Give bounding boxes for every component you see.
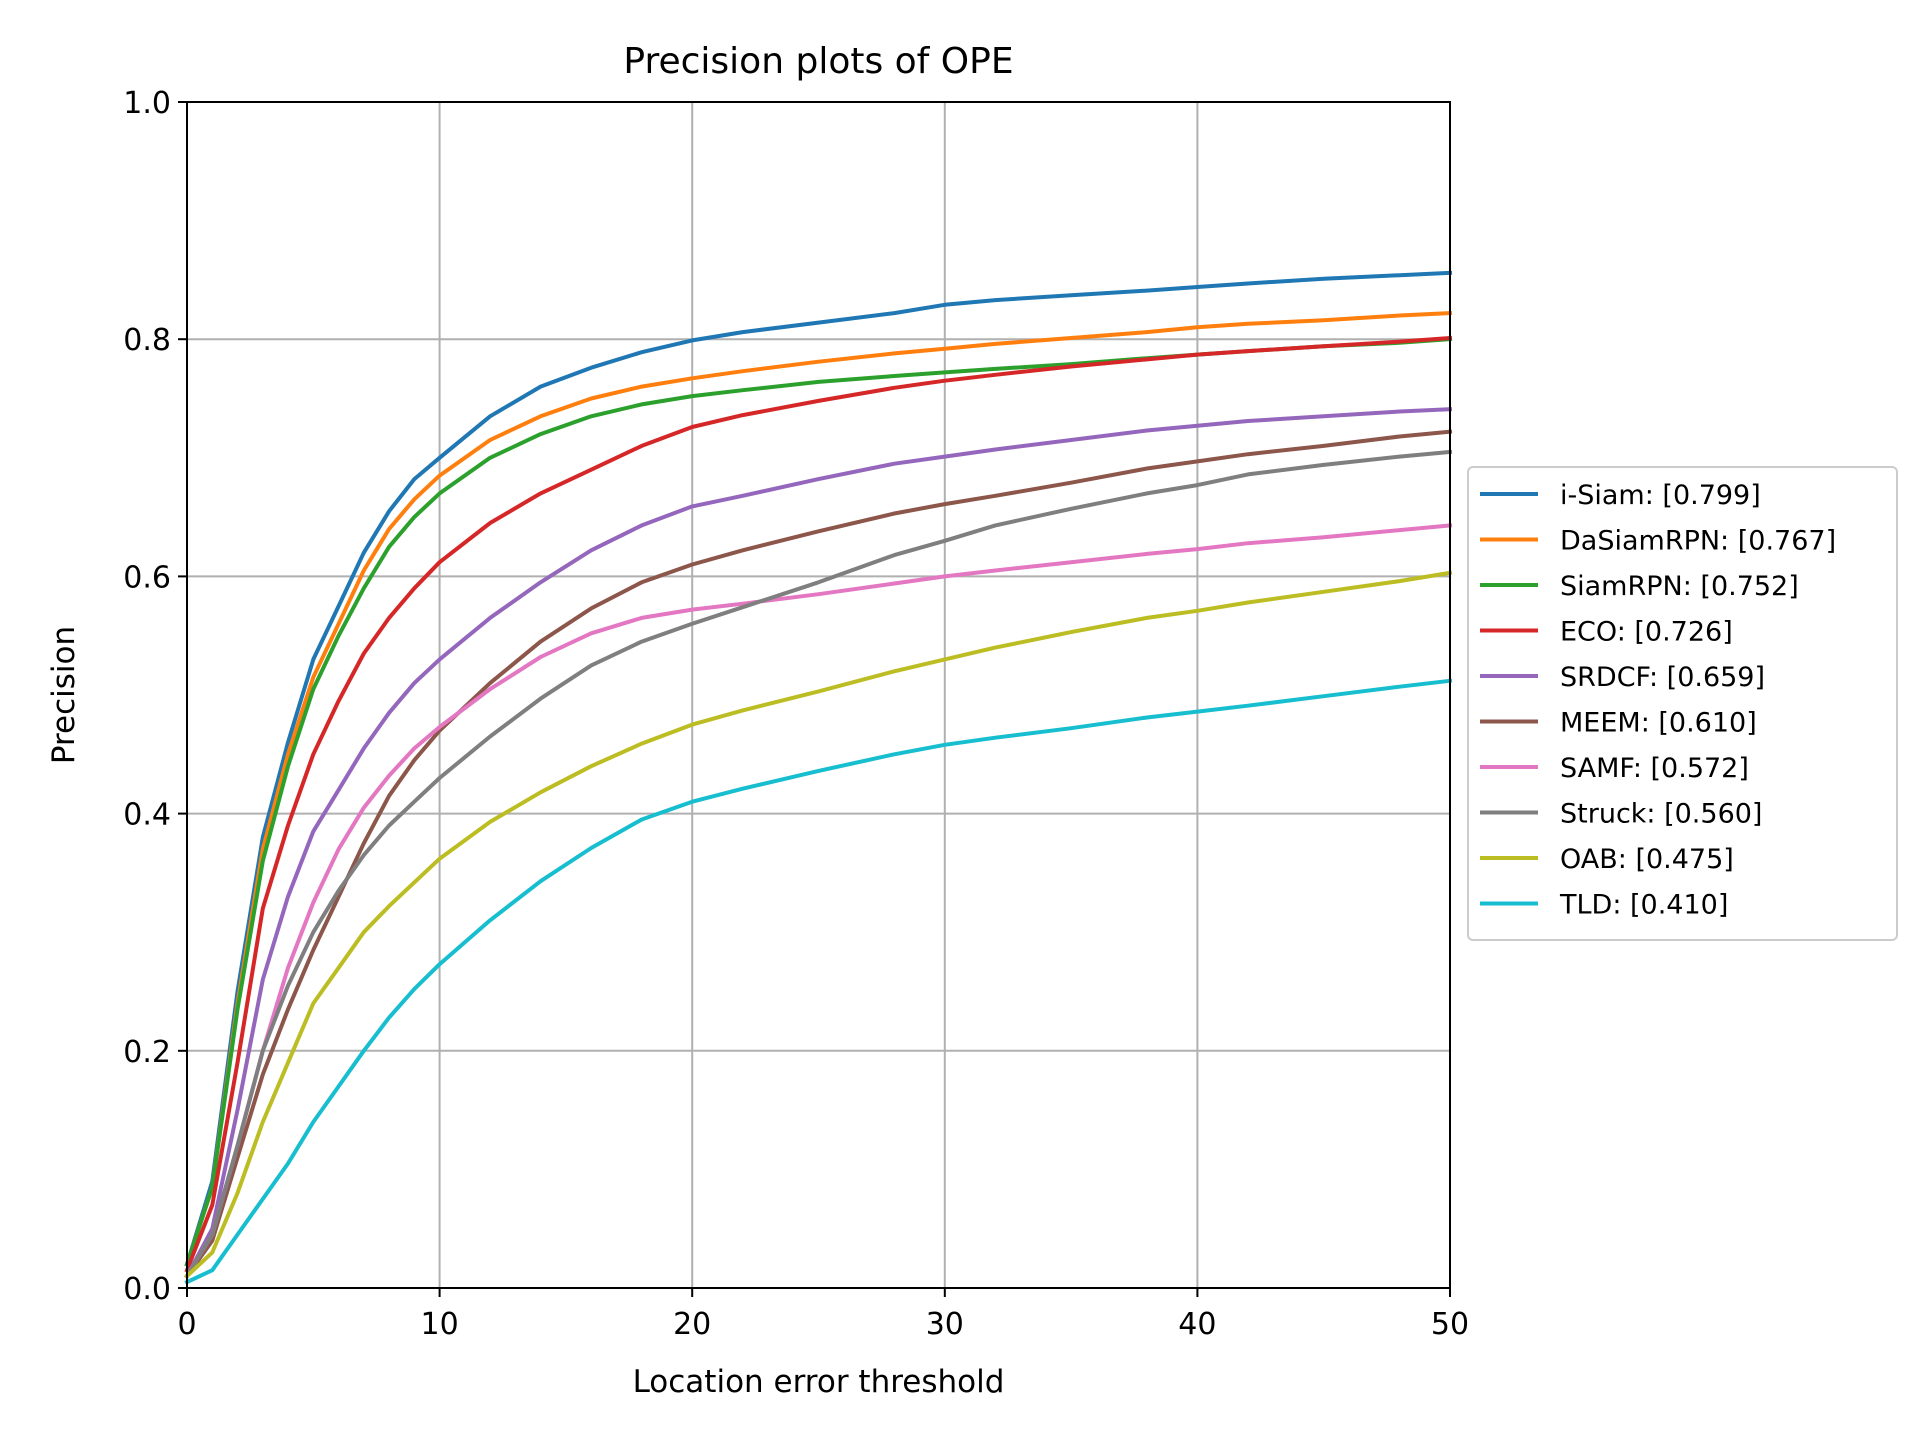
x-tick-label: 0	[177, 1307, 196, 1342]
series-line-7	[184, 449, 1453, 1279]
x-tick-label: 10	[421, 1307, 459, 1342]
grid	[186, 101, 1451, 1289]
y-tick-label: 0.6	[123, 560, 171, 595]
legend-box	[1467, 466, 1898, 941]
y-tick-label: 0.8	[123, 323, 171, 358]
axis-ticks: 0 10 20 30 40 50 0.0 0.2 0.4 0.6 0.8 1.0	[123, 86, 1469, 1342]
x-tick-label: 30	[926, 1307, 964, 1342]
legend-label-1: DaSiamRPN: [0.767]	[1560, 526, 1836, 557]
legend-label-3: ECO: [0.726]	[1560, 617, 1733, 648]
y-tick-label: 1.0	[123, 86, 171, 121]
series-line-6	[184, 523, 1453, 1279]
legend: i-Siam: [0.799] DaSiamRPN: [0.767] SiamRPN…	[1467, 466, 1898, 941]
series-line-9	[184, 678, 1453, 1285]
legend-label-8: OAB: [0.475]	[1560, 844, 1734, 875]
series-line-3	[184, 335, 1453, 1273]
series-line-0	[184, 270, 1453, 1267]
x-tick-label: 20	[673, 1307, 711, 1342]
legend-label-0: i-Siam: [0.799]	[1560, 480, 1761, 511]
y-tick-label: 0.2	[123, 1035, 171, 1070]
x-axis-label: Location error threshold	[633, 1364, 1005, 1400]
y-tick-label: 0.0	[123, 1272, 171, 1307]
series-lines	[184, 270, 1453, 1285]
y-axis-label: Precision	[46, 626, 82, 764]
plot-frame	[186, 101, 1451, 1289]
series-line-5	[184, 429, 1453, 1279]
legend-label-9: TLD: [0.410]	[1559, 890, 1728, 921]
legend-label-4: SRDCF: [0.659]	[1560, 662, 1765, 693]
y-tick-label: 0.4	[123, 798, 171, 833]
series-line-4	[184, 407, 1453, 1279]
x-tick-label: 50	[1431, 1307, 1469, 1342]
x-tick-label: 40	[1178, 1307, 1216, 1342]
legend-label-7: Struck: [0.560]	[1560, 799, 1762, 830]
series-line-1	[184, 311, 1453, 1267]
legend-label-6: SAMF: [0.572]	[1560, 753, 1749, 784]
series-line-8	[184, 570, 1453, 1279]
chart-title: Precision plots of OPE	[623, 41, 1013, 82]
legend-label-2: SiamRPN: [0.752]	[1560, 571, 1799, 602]
legend-label-5: MEEM: [0.610]	[1560, 708, 1757, 739]
legend-items: i-Siam: [0.799] DaSiamRPN: [0.767] SiamRPN…	[1480, 480, 1836, 921]
